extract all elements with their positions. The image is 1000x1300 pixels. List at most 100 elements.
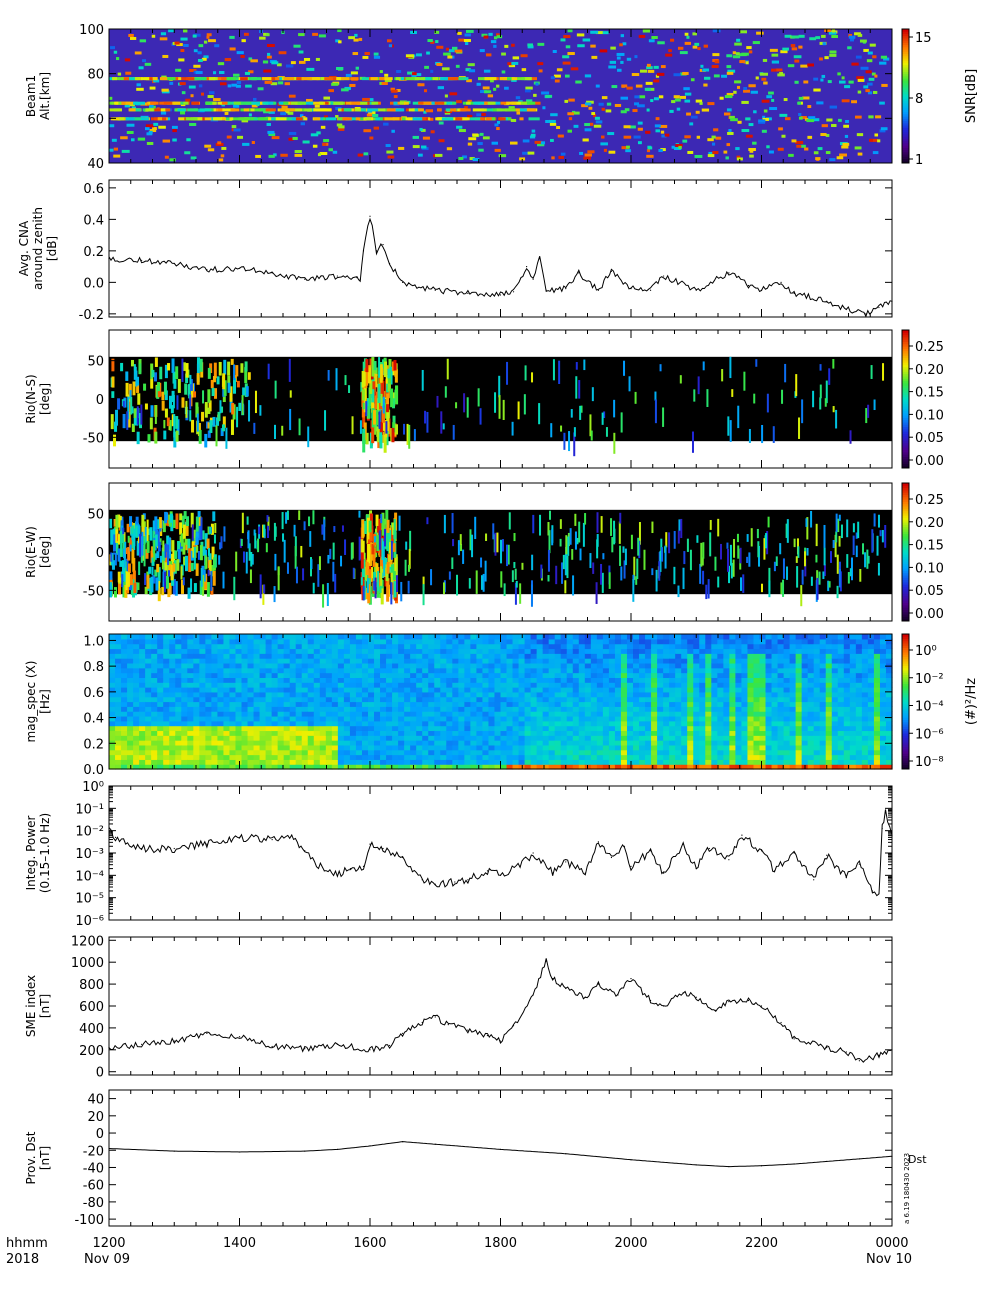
mag-spec-cell bbox=[205, 744, 212, 751]
mag-spec-cell bbox=[253, 749, 261, 756]
mag-spec-cell bbox=[163, 725, 170, 732]
beam1-cell bbox=[674, 98, 681, 102]
mag-spec-cell bbox=[139, 643, 146, 650]
mag-spec-cell bbox=[211, 730, 219, 736]
rio_ns-cell bbox=[211, 387, 215, 397]
rio_ew-cell bbox=[113, 519, 117, 527]
mag-spec-cell bbox=[398, 725, 405, 732]
mag-spec-cell bbox=[446, 634, 453, 640]
mag-spec-cell bbox=[235, 735, 243, 741]
mag-spec-cell bbox=[301, 740, 309, 746]
mag-spec-cell bbox=[361, 711, 369, 717]
mag-spec-cell bbox=[271, 706, 279, 712]
beam1-cell bbox=[726, 108, 732, 112]
beam1-layer-cell bbox=[526, 101, 536, 105]
mag-spec-cell bbox=[398, 687, 405, 693]
rio_ns-cell bbox=[169, 395, 173, 409]
mag-spec-cell bbox=[127, 658, 134, 664]
mag-spec-cell bbox=[307, 648, 315, 654]
rio_ns-colorbar-cell bbox=[902, 435, 909, 439]
beam1-cell bbox=[556, 125, 561, 129]
cna-data-point bbox=[467, 292, 469, 294]
rio_ew-cell bbox=[118, 579, 122, 595]
mag-spec-cell bbox=[380, 711, 387, 717]
beam1-cell bbox=[633, 135, 641, 139]
beam1-cell bbox=[457, 31, 462, 35]
rio_ns-cell bbox=[241, 395, 244, 415]
beam1-cell bbox=[679, 51, 688, 55]
rio_ew-cell bbox=[388, 562, 392, 573]
mag-spec-cell bbox=[259, 682, 267, 688]
rio_ew-colorbar-cell bbox=[902, 526, 909, 530]
mag-spec-cell bbox=[416, 687, 423, 693]
mag-spec-cell bbox=[289, 754, 297, 760]
mag-spec-cell bbox=[265, 672, 273, 678]
beam1-cell bbox=[791, 139, 797, 143]
mag-spec-cell bbox=[151, 720, 158, 727]
mag-spec-cell bbox=[259, 634, 267, 640]
beam1-colorbar-label: SNR[dB] bbox=[964, 69, 979, 123]
rio_ns-cell bbox=[267, 363, 270, 380]
mag-spec-cell bbox=[374, 711, 381, 717]
rio_ns-cell bbox=[436, 395, 439, 408]
mag-spec-cell bbox=[440, 696, 447, 703]
mag-spec-cell bbox=[235, 691, 243, 698]
beam1-cell bbox=[560, 38, 566, 42]
rio_ns-cell bbox=[307, 426, 310, 448]
mag-spec-cell bbox=[440, 749, 447, 756]
beam1-cell bbox=[826, 118, 833, 122]
mag-spec-cell bbox=[145, 638, 152, 645]
rio_ew-cell bbox=[123, 572, 127, 586]
beam1-cell bbox=[881, 83, 888, 87]
mag-spec-cell bbox=[349, 672, 357, 678]
mag-spec-cell bbox=[265, 677, 273, 683]
mag-spec-cell bbox=[217, 720, 225, 727]
mag-spec-cell bbox=[313, 730, 321, 736]
mag-spec-cell bbox=[374, 749, 381, 756]
mag-spec-cell bbox=[343, 682, 351, 688]
rio_ew-cell bbox=[110, 529, 114, 545]
rio_ew-cell bbox=[318, 556, 321, 571]
mag-spec-cell bbox=[157, 744, 164, 751]
beam1-cell bbox=[646, 66, 653, 70]
beam1-cell bbox=[635, 84, 643, 88]
rio_ew-cell bbox=[531, 554, 534, 571]
mag-spec-cell bbox=[187, 706, 194, 712]
mag-spec-cell bbox=[127, 759, 134, 765]
rio_ew-cell bbox=[422, 584, 425, 606]
rio_ew-colorbar-cell bbox=[902, 529, 909, 532]
rio_ew-cell bbox=[131, 548, 135, 564]
beam1-cell bbox=[582, 38, 591, 42]
mag-spec-cell bbox=[349, 759, 357, 765]
mag-spec-cell bbox=[277, 643, 285, 650]
beam1-cell bbox=[567, 129, 572, 133]
mag-spec-cell bbox=[452, 740, 459, 746]
beam1-cell bbox=[568, 98, 575, 102]
beam1-cell bbox=[707, 138, 714, 142]
beam1-cell bbox=[552, 49, 557, 53]
rio_ew-cell bbox=[737, 545, 740, 559]
rio_ns-cell bbox=[288, 358, 291, 382]
mag-spec-cell bbox=[386, 667, 393, 674]
rio_ns-colorbar-cell bbox=[902, 405, 909, 409]
mag-spec-cell bbox=[265, 715, 273, 722]
rio_ew-cell bbox=[195, 563, 199, 576]
mag-spec-cell bbox=[325, 648, 333, 654]
beam1-cell bbox=[362, 55, 369, 59]
rio_ew-cell bbox=[456, 574, 459, 596]
mag-spec-cell bbox=[343, 759, 351, 765]
mag-spec-cell bbox=[416, 634, 423, 640]
mag-spec-cell bbox=[331, 687, 339, 693]
mag-spec-cell bbox=[355, 725, 363, 732]
mag-spec-cell bbox=[187, 701, 194, 707]
mag-spec-cell bbox=[187, 754, 194, 760]
rio_ns-cell bbox=[620, 412, 623, 433]
beam1-colorbar-cell bbox=[902, 107, 909, 110]
mag-spec-cell bbox=[434, 720, 441, 727]
mag-spec-cell bbox=[133, 730, 140, 736]
beam1-cell bbox=[164, 155, 169, 159]
mag-spec-cell bbox=[374, 658, 381, 664]
mag-spec-cell bbox=[157, 672, 164, 678]
mag-spec-cell bbox=[265, 658, 273, 664]
mag-spec-cell bbox=[289, 706, 297, 712]
